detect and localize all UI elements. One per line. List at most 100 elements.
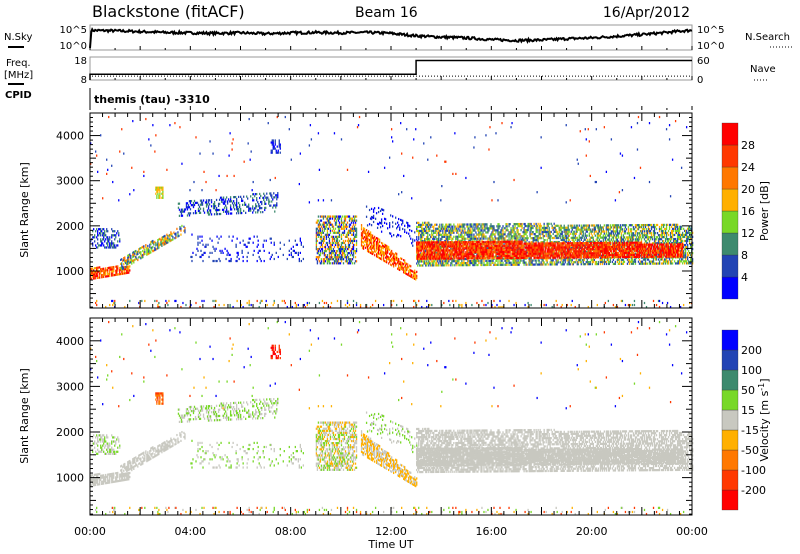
power-echo-cell <box>394 257 396 260</box>
power-echo-cell <box>103 232 105 235</box>
power-echo-cell <box>531 263 533 266</box>
power-echo-cell <box>464 227 466 230</box>
power-echo-cell <box>107 271 109 274</box>
power-echo-cell <box>360 226 363 229</box>
power-echo-cell <box>317 252 320 255</box>
power-echo-cell <box>498 237 500 240</box>
power-echo-cell <box>255 203 257 206</box>
power-echo-cell <box>513 263 515 266</box>
power-echo-cell <box>335 223 338 226</box>
power-echo-cell <box>338 215 341 218</box>
power-echo-cell <box>596 236 598 239</box>
power-echo-cell <box>642 228 645 231</box>
power-echo-cell <box>366 231 369 234</box>
power-echo-cell <box>586 228 588 231</box>
power-echo-cell <box>638 238 641 241</box>
power-echo-cell <box>546 226 548 230</box>
power-echo-cell <box>646 234 649 237</box>
power-echo-cell <box>111 240 113 243</box>
power-echo-cell <box>158 246 160 249</box>
power-echo-cell <box>328 245 331 249</box>
power-echo-cell <box>555 263 557 266</box>
power-echo-cell <box>179 210 182 213</box>
power-echo-cell <box>332 227 335 230</box>
power-echo-cell <box>492 233 494 236</box>
power-echo-cell <box>433 243 435 247</box>
power-echo-cell <box>317 225 320 228</box>
power-echo-cell <box>484 225 486 228</box>
power-echo-cell <box>331 237 334 241</box>
power-echo-cell <box>147 250 149 254</box>
power-echo-cell <box>318 225 321 228</box>
power-echo-cell <box>444 227 446 230</box>
power-echo-cell <box>647 258 650 261</box>
power-echo-cell <box>405 262 407 265</box>
power-echo-cell <box>476 259 478 263</box>
power-echo-cell <box>642 236 645 239</box>
power-echo-cell <box>439 231 441 234</box>
power-echo-cell <box>387 248 390 251</box>
power-echo-cell <box>319 245 322 249</box>
power-echo-cell <box>513 235 515 238</box>
power-echo-cell <box>169 238 171 241</box>
power-echo-cell <box>617 234 620 237</box>
power-echo-cell <box>484 227 486 230</box>
power-echo-cell <box>253 193 255 196</box>
power-echo-cell <box>539 224 541 228</box>
power-echo-cell <box>640 262 643 265</box>
power-echo-cell <box>422 227 424 231</box>
power-echo-cell <box>497 223 499 226</box>
power-echo-cell <box>97 276 99 279</box>
power-echo-cell <box>410 275 412 278</box>
power-echo-cell <box>113 270 115 273</box>
power-echo-cell <box>402 219 404 222</box>
power-echo-cell <box>153 249 155 252</box>
power-echo-cell <box>350 260 353 263</box>
power-echo-cell <box>599 262 601 266</box>
power-echo-cell <box>514 261 516 264</box>
power-echo-cell <box>543 243 545 246</box>
power-echo-cell <box>442 231 444 234</box>
power-echo-cell <box>611 236 614 239</box>
power-echo-cell <box>500 233 502 236</box>
power-echo-cell <box>416 276 418 280</box>
power-echo-cell <box>591 236 593 239</box>
power-echo-cell <box>498 259 500 262</box>
power-echo-cell <box>553 236 555 240</box>
power-echo-cell <box>501 237 503 240</box>
power-echo-cell <box>98 244 100 247</box>
power-echo-cell <box>232 200 235 203</box>
power-echo-cell <box>536 237 538 240</box>
power-echo-cell <box>384 256 387 259</box>
power-echo-cell <box>225 208 228 211</box>
power-echo-cell <box>405 264 407 267</box>
power-echo-cell <box>605 228 608 231</box>
power-echo-cell <box>105 269 107 272</box>
power-echo-cell <box>405 268 407 271</box>
power-echo-cell <box>624 242 627 245</box>
power-echo-cell <box>332 262 335 265</box>
power-echo-cell <box>346 262 349 265</box>
power-echo-cell <box>105 267 107 270</box>
power-echo-cell <box>479 239 481 242</box>
power-echo-cell <box>595 230 597 233</box>
power-echo-cell <box>239 211 242 215</box>
power-echo-cell <box>493 245 495 248</box>
power-echo-cell <box>448 229 450 232</box>
power-echo-cell <box>121 262 123 265</box>
power-echo-cell <box>401 257 403 261</box>
power-echo-cell <box>406 221 408 224</box>
power-echo-cell <box>233 202 236 205</box>
power-echo-cell <box>654 232 657 235</box>
power-echo-cell <box>499 235 501 238</box>
power-echo-cell <box>600 230 602 233</box>
power-echo-cell <box>102 267 104 271</box>
power-echo-cell <box>184 231 186 234</box>
power-echo-cell <box>382 255 385 258</box>
power-echo-cell <box>656 232 659 235</box>
power-echo-cell <box>438 229 440 232</box>
power-echo-cell <box>244 201 246 204</box>
power-echo-cell <box>652 225 655 229</box>
power-echo-cell <box>514 223 516 226</box>
power-echo-cell <box>146 251 148 254</box>
